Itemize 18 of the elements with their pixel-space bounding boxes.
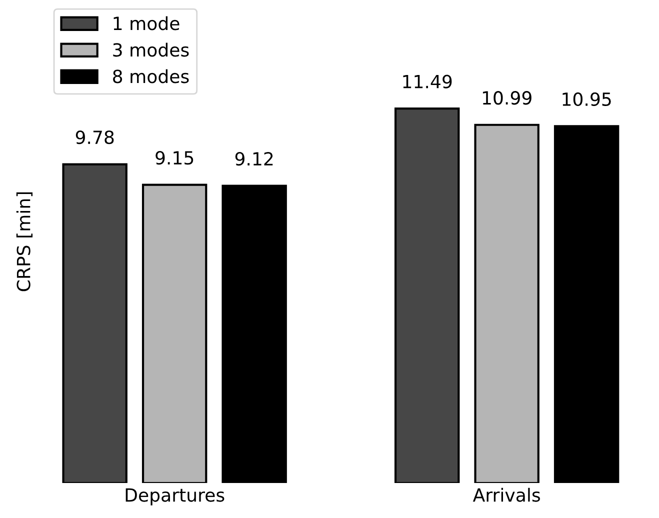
legend-label: 3 modes bbox=[113, 42, 189, 57]
x-tick-label: Departures bbox=[126, 488, 224, 506]
bar bbox=[222, 184, 287, 483]
legend-label: 1 mode bbox=[114, 16, 180, 30]
data-label: 9.12 bbox=[235, 152, 273, 166]
data-label: 10.95 bbox=[562, 92, 611, 106]
data-label: 9.78 bbox=[76, 130, 114, 144]
legend-label: 8 modes bbox=[113, 69, 189, 84]
x-tick-label: Arrivals bbox=[472, 488, 540, 502]
bar bbox=[554, 125, 620, 483]
bar bbox=[394, 108, 460, 483]
y-axis-title: CRPS [min] bbox=[16, 192, 33, 292]
bar bbox=[142, 184, 208, 483]
data-label: 9.15 bbox=[156, 151, 194, 165]
data-label: 10.99 bbox=[482, 91, 532, 105]
bar bbox=[62, 163, 128, 483]
data-label: 11.49 bbox=[403, 74, 452, 88]
bar bbox=[474, 124, 540, 483]
